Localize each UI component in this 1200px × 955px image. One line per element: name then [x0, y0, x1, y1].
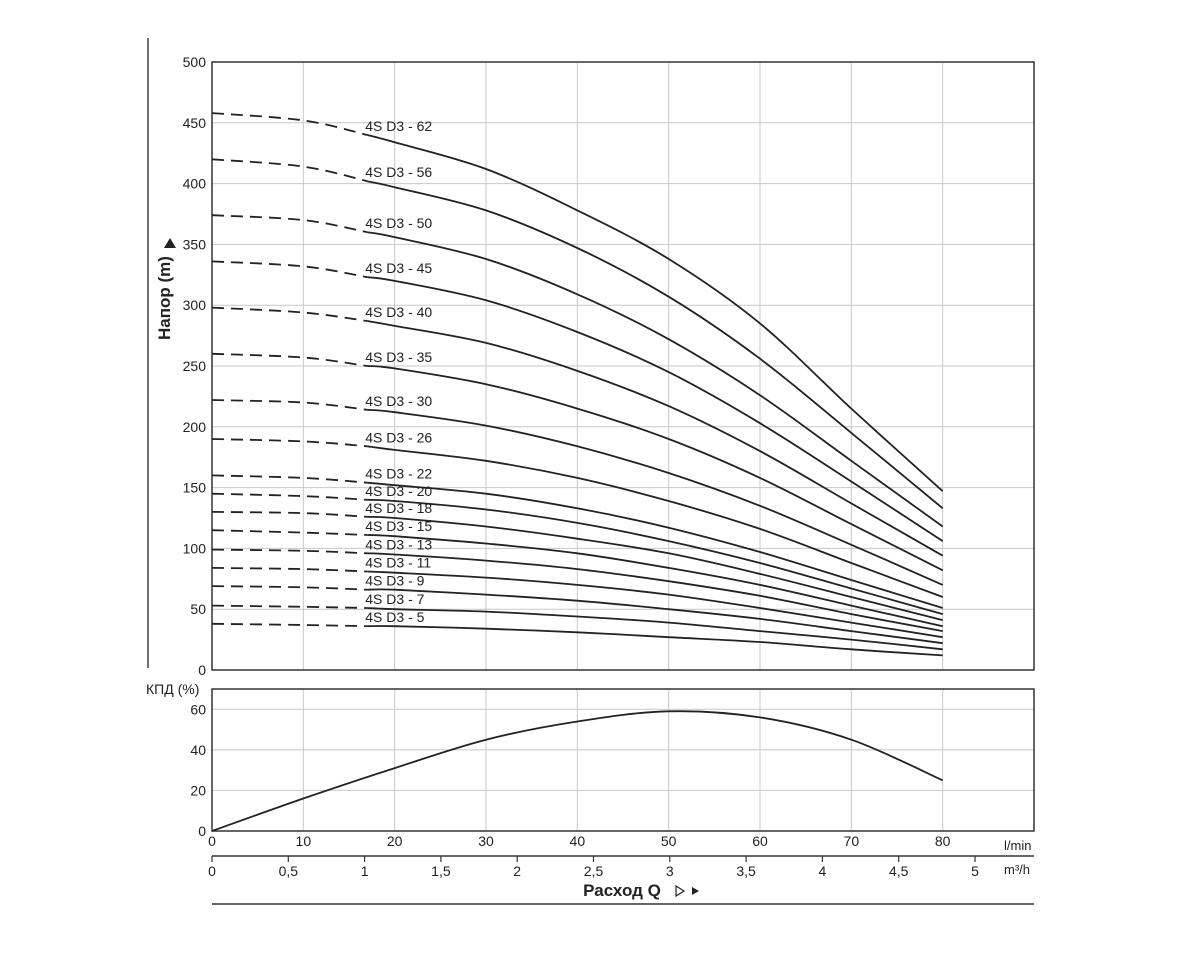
head-curve — [367, 365, 944, 572]
y-tick-label: 350 — [183, 236, 207, 252]
head-curve — [367, 320, 944, 557]
head-curve — [367, 180, 944, 509]
head-curve-dashed — [211, 474, 368, 484]
curve-label: 4S D3 - 62 — [365, 118, 432, 134]
x-axis-title: Расход Q — [583, 881, 661, 900]
head-curve — [367, 408, 944, 586]
head-curve — [367, 445, 944, 598]
secondary-x-tick-label: 3,5 — [736, 863, 756, 879]
x-tick-label: 20 — [387, 833, 403, 849]
head-curve-dashed — [211, 306, 368, 322]
head-curve-dashed — [211, 548, 368, 555]
head-plot-frame — [211, 61, 1035, 671]
x-unit-label: l/min — [1004, 838, 1031, 853]
curve-label: 4S D3 - 40 — [365, 304, 432, 320]
x-tick-label: 0 — [208, 833, 216, 849]
y-tick-label: 250 — [183, 358, 207, 374]
head-curve-dashed — [211, 529, 368, 536]
curve-label: 4S D3 - 30 — [365, 393, 432, 409]
y-tick-label: 300 — [183, 297, 207, 313]
head-curve-dashed — [211, 158, 368, 183]
head-curve — [367, 515, 943, 621]
x-tick-label: 50 — [661, 833, 677, 849]
secondary-x-tick-label: 0 — [208, 863, 216, 879]
secondary-x-tick-label: 1 — [361, 863, 369, 879]
head-curve — [367, 481, 943, 609]
curve-label: 4S D3 - 13 — [365, 536, 432, 552]
head-curve-dashed — [211, 622, 368, 628]
x-axis-arrow-outline-icon — [675, 884, 686, 898]
head-curve-dashed — [211, 585, 368, 591]
head-curve-dashed — [211, 492, 368, 501]
head-curve-dashed — [211, 438, 368, 448]
head-curve-dashed — [211, 399, 368, 411]
secondary-x-tick-label: 0,5 — [279, 863, 299, 879]
y-tick-label: 500 — [183, 54, 207, 70]
head-curve — [367, 134, 944, 492]
curve-label: 4S D3 - 9 — [365, 573, 424, 589]
curve-label: 4S D3 - 50 — [365, 215, 432, 231]
head-curve — [367, 498, 943, 615]
head-curve — [367, 231, 944, 528]
x-tick-label: 80 — [935, 833, 951, 849]
secondary-x-tick-label: 3 — [666, 863, 674, 879]
y-axis-arrow-icon — [164, 238, 176, 248]
y-tick-label: 50 — [190, 601, 206, 617]
head-curve — [367, 534, 943, 628]
head-curve-dashed — [211, 352, 368, 367]
curve-label: 4S D3 - 26 — [365, 429, 432, 445]
head-curve — [367, 570, 943, 639]
head-curve-dashed — [211, 260, 368, 279]
y-tick-label: 20 — [190, 782, 206, 798]
x-tick-label: 10 — [296, 833, 312, 849]
head-curve — [367, 552, 943, 632]
curve-label: 4S D3 - 11 — [365, 555, 431, 571]
head-curve-dashed — [211, 112, 368, 136]
y-tick-label: 450 — [183, 115, 207, 131]
y-axis-title: Напор (m) — [155, 256, 174, 340]
head-curve — [367, 276, 944, 542]
head-curve-dashed — [211, 604, 368, 609]
head-curve — [367, 607, 943, 651]
secondary-x-tick-label: 4,5 — [889, 863, 909, 879]
efficiency-plot-frame — [211, 688, 1035, 832]
efficiency-curve — [211, 710, 944, 832]
curve-label: 4S D3 - 15 — [365, 518, 432, 534]
head-curve-dashed — [211, 214, 368, 234]
secondary-x-tick-label: 5 — [971, 863, 979, 879]
x-axis-arrow-icon — [692, 887, 699, 895]
y-tick-label: 100 — [183, 540, 207, 556]
curve-label: 4S D3 - 20 — [365, 483, 432, 499]
curve-label: 4S D3 - 7 — [365, 591, 424, 607]
y-tick-label: 400 — [183, 176, 207, 192]
curve-label: 4S D3 - 5 — [365, 609, 424, 625]
curve-label: 4S D3 - 45 — [365, 260, 432, 276]
curve-label: 4S D3 - 22 — [365, 466, 432, 482]
secondary-x-tick-label: 2,5 — [584, 863, 604, 879]
y-tick-label: 0 — [198, 662, 206, 678]
head-curve-dashed — [211, 567, 368, 573]
y-tick-label: 150 — [183, 480, 207, 496]
x-tick-label: 70 — [844, 833, 860, 849]
curve-label: 4S D3 - 56 — [365, 164, 432, 180]
y-tick-label: 60 — [190, 701, 206, 717]
efficiency-axis-title: КПД (%) — [146, 681, 199, 697]
secondary-x-tick-label: 2 — [513, 863, 521, 879]
x-tick-label: 30 — [478, 833, 494, 849]
y-tick-label: 40 — [190, 742, 206, 758]
x-tick-label: 40 — [570, 833, 586, 849]
curve-label: 4S D3 - 35 — [365, 349, 432, 365]
secondary-x-tick-label: 4 — [819, 863, 827, 879]
head-curve-dashed — [211, 511, 368, 518]
curve-label: 4S D3 - 18 — [365, 500, 432, 516]
x-tick-label: 60 — [752, 833, 768, 849]
y-tick-label: 200 — [183, 419, 207, 435]
y-tick-label: 0 — [198, 823, 206, 839]
head-curve — [367, 588, 943, 645]
secondary-x-tick-label: 1,5 — [431, 863, 451, 879]
secondary-x-unit-label: m³/h — [1004, 862, 1030, 877]
head-curve — [367, 625, 943, 657]
